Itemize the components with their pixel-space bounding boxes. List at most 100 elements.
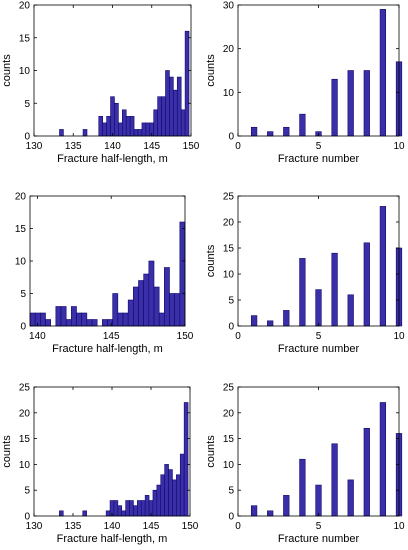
y-tick-label: 20 — [223, 408, 235, 419]
x-axis-label: Fracture number — [278, 343, 360, 355]
x-tick-label: 0 — [235, 141, 241, 152]
y-tick-label: 10 — [223, 88, 235, 99]
y-tick-label: 10 — [15, 257, 27, 268]
y-tick-label: 25 — [223, 192, 235, 203]
bar — [105, 510, 111, 517]
bar — [98, 116, 103, 137]
y-axis-label: counts — [205, 435, 217, 468]
bar — [81, 312, 88, 327]
bar — [176, 474, 181, 517]
y-tick-label: 25 — [19, 383, 31, 394]
y-tick-label: 0 — [228, 322, 234, 333]
x-tick-label: 140 — [104, 141, 121, 152]
bar — [250, 315, 258, 327]
bar — [169, 293, 175, 327]
y-tick-label: 30 — [223, 1, 235, 12]
x-tick-label: 150 — [183, 141, 200, 152]
y-tick-label: 0 — [228, 132, 234, 143]
bar — [91, 319, 98, 327]
bar — [183, 402, 189, 517]
bar — [102, 122, 107, 137]
y-tick-label: 0 — [24, 512, 30, 523]
bar — [145, 122, 151, 137]
bar — [158, 312, 165, 327]
x-tick-label: 140 — [104, 521, 121, 532]
y-tick-label: 5 — [20, 289, 26, 300]
bar — [267, 320, 274, 327]
x-axis-label: Fracture half-length, m — [57, 153, 168, 165]
bar — [161, 96, 166, 137]
bar — [114, 102, 119, 137]
bar — [129, 116, 135, 137]
x-tick-label: 0 — [235, 521, 241, 532]
y-tick-label: 20 — [223, 218, 235, 229]
bar — [173, 89, 178, 137]
bar — [59, 129, 64, 137]
y-tick-label: 15 — [15, 224, 27, 235]
bar — [347, 70, 354, 137]
bar — [112, 293, 119, 327]
bar — [106, 116, 111, 137]
bar — [137, 129, 143, 137]
bar — [127, 299, 134, 327]
bar — [331, 252, 338, 327]
bar — [179, 453, 185, 517]
x-axis-label: Fracture half-length, m — [52, 343, 163, 355]
bar — [129, 500, 134, 517]
bar — [379, 402, 387, 517]
y-tick-label: 10 — [223, 270, 235, 281]
bar — [138, 280, 144, 327]
histogram-panel-1: 130 135 140 145 150 0 5 10 15 20 Fracture half-len… — [1, 1, 200, 166]
bar — [363, 427, 370, 517]
bar — [315, 484, 322, 517]
bar — [110, 96, 115, 137]
axes-frame — [237, 4, 400, 137]
bar — [148, 260, 155, 327]
bar — [168, 469, 173, 517]
y-tick-label: 10 — [223, 460, 235, 471]
x-tick-label: 10 — [393, 331, 405, 342]
bar — [164, 464, 169, 517]
bar — [157, 96, 162, 137]
bar — [267, 131, 274, 137]
y-tick-label: 5 — [24, 486, 30, 497]
bar — [76, 312, 82, 327]
y-axis-label: counts — [205, 244, 217, 277]
y-tick-label: 20 — [223, 44, 235, 55]
bar — [122, 109, 127, 137]
y-tick-label: 5 — [228, 296, 234, 307]
y-tick-label: 15 — [223, 244, 235, 255]
bar — [379, 9, 387, 137]
bar — [363, 70, 370, 137]
bar — [379, 206, 387, 327]
y-tick-label: 20 — [15, 192, 27, 203]
bar — [315, 289, 322, 327]
bar — [160, 474, 165, 517]
y-tick-label: 0 — [24, 132, 30, 143]
y-tick-label: 10 — [19, 460, 31, 471]
bar — [179, 221, 186, 327]
bar — [60, 306, 67, 327]
bar — [299, 258, 306, 327]
histogram-panel-2: 0 5 10 0 10 20 30 Fracture number counts — [205, 1, 405, 166]
bar — [40, 312, 46, 327]
x-tick-label: 135 — [65, 141, 82, 152]
y-tick-label: 20 — [19, 408, 31, 419]
x-axis-label: Fracture number — [278, 153, 360, 165]
x-tick-label: 150 — [177, 331, 194, 342]
bar — [169, 76, 174, 137]
y-tick-label: 0 — [20, 322, 26, 333]
bar — [153, 109, 158, 137]
bar — [82, 510, 87, 517]
histogram-panel-3: 140 145 150 0 5 10 15 20 Fracture half-length, m — [15, 192, 194, 356]
bar — [45, 319, 51, 327]
bar — [125, 116, 131, 137]
histogram-panel-6: 0 5 10 0 5 10 15 20 25 Fracture number counts — [205, 383, 405, 546]
x-tick-label: 130 — [26, 521, 43, 532]
axes-frame — [29, 195, 186, 327]
y-tick-label: 25 — [223, 383, 235, 394]
bar — [363, 242, 370, 327]
bar — [29, 312, 36, 327]
bar — [331, 443, 338, 517]
